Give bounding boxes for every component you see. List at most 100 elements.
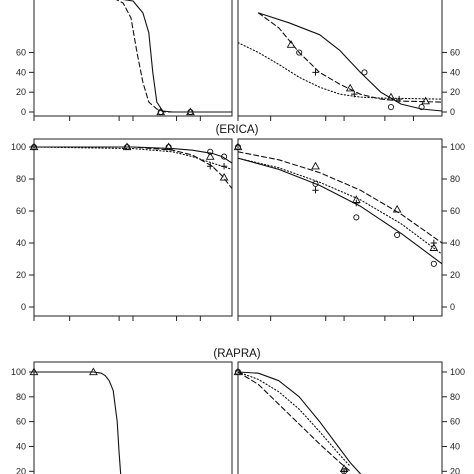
y-tick-label: 40 [450, 67, 460, 77]
panel-plot-area [115, 0, 232, 113]
marker-triangle [122, 142, 132, 151]
panel-plot-area [238, 151, 442, 265]
y-tick-label: 80 [450, 174, 460, 184]
y-tick-label: 40 [16, 238, 26, 248]
series-dotted-curve [238, 42, 442, 100]
panel-frame [33, 361, 233, 474]
marker-plus [220, 163, 228, 170]
marker-plus [340, 468, 348, 474]
marker-plus [353, 199, 360, 207]
series-dashed-curve [115, 0, 232, 113]
marker-plus [312, 69, 319, 76]
series-solid-curve [238, 371, 361, 474]
y-tick-label: 0 [450, 107, 455, 117]
y-tick-label: 20 [16, 270, 26, 280]
panel-frame [237, 361, 443, 474]
y-tick-label: 20 [450, 87, 460, 97]
y-tick-label: 60 [450, 417, 460, 427]
panel-frame [33, 138, 233, 317]
marker-plus [395, 95, 403, 103]
panel-row1-right: 0 20 40 60 [237, 0, 460, 121]
y-tick-label: 60 [16, 48, 26, 58]
marker-triangle [164, 142, 174, 151]
marker-circle [394, 231, 401, 239]
y-tick-label: 40 [450, 441, 460, 451]
y-tick-label: 0 [21, 302, 26, 312]
marker-circle [353, 214, 360, 221]
marker-circle [430, 260, 437, 267]
panel-row2-left: 0 20 40 60 80 100 [11, 138, 233, 321]
marker-triangle [233, 142, 243, 151]
y-tick-label: 40 [450, 238, 460, 248]
marker-triangle [386, 92, 396, 101]
y-tick-label: 100 [11, 367, 26, 377]
series-dotted-curve [238, 371, 351, 467]
series-solid-curve [122, 0, 232, 113]
panel-row2-right: 0 20 40 60 80 100 [233, 138, 465, 321]
panel-row1-left: 0 20 40 60 [16, 0, 233, 121]
marker-circle [234, 368, 242, 376]
y-tick-label: 100 [450, 367, 465, 377]
marker-circle [221, 153, 228, 160]
y-tick-label: 20 [450, 270, 460, 280]
y-tick-label: 20 [450, 466, 460, 474]
series-dotted-curve [238, 157, 442, 255]
marker-plus [351, 90, 358, 98]
series-dashed-curve [238, 151, 442, 244]
panel-plot-area [238, 12, 442, 112]
marker-circle [187, 108, 194, 116]
panel-plot-area [34, 371, 122, 474]
y-tick-label: 0 [450, 302, 455, 312]
marker-circle [296, 49, 303, 56]
y-tick-label: 40 [16, 441, 26, 451]
marker-circle [312, 180, 319, 187]
marker-triangle [311, 161, 320, 170]
panel-frame [33, 0, 233, 117]
panel-row3-left: 20 40 60 80 100 [11, 361, 233, 474]
marker-circle [157, 108, 164, 116]
series-dotted-curve [34, 146, 232, 170]
y-tick-label: 80 [450, 392, 460, 402]
panel-frame [237, 138, 443, 317]
panel-row3-right: 20 40 60 80 100 [233, 361, 465, 474]
group-label-rapra: (RAPRA) [213, 348, 260, 360]
marker-triangle [421, 96, 431, 105]
marker-triangle [286, 40, 296, 48]
marker-triangle [345, 83, 355, 92]
y-tick-label: 0 [21, 107, 26, 117]
series-dashed-curve [34, 146, 232, 190]
panels: 0204060020406002040608010002040608010020… [11, 0, 465, 474]
y-tick-label: 20 [16, 466, 26, 474]
marker-triangle [29, 142, 39, 151]
marker-circle [387, 103, 395, 111]
series-solid-curve [257, 12, 442, 112]
group-label-erica: (ERICA) [216, 124, 259, 136]
y-tick-label: 20 [16, 87, 26, 97]
marker-circle [207, 148, 214, 155]
marker-triangle [219, 172, 229, 181]
marker-triangle [29, 367, 39, 376]
panel-frame [237, 0, 443, 117]
marker-triangle [392, 204, 402, 213]
marker-circle [418, 103, 425, 111]
y-tick-label: 60 [450, 48, 460, 58]
marker-plus [312, 187, 319, 194]
y-tick-label: 40 [16, 67, 26, 77]
y-tick-label: 60 [16, 417, 26, 427]
y-tick-label: 80 [16, 174, 26, 184]
y-tick-label: 60 [16, 206, 26, 216]
panel-plot-area [238, 371, 361, 474]
panel-plot-area [34, 146, 232, 190]
marker-circle [361, 69, 368, 76]
y-tick-label: 100 [11, 142, 26, 152]
y-tick-label: 80 [16, 392, 26, 402]
series-dashed-curve [238, 371, 351, 472]
series-solid-curve [34, 371, 122, 474]
y-tick-label: 100 [450, 142, 465, 152]
series-dashed-curve [257, 12, 442, 103]
marker-triangle [429, 243, 439, 251]
marker-triangle [205, 152, 215, 160]
marker-triangle [89, 367, 98, 376]
series-solid-curve [238, 157, 442, 265]
